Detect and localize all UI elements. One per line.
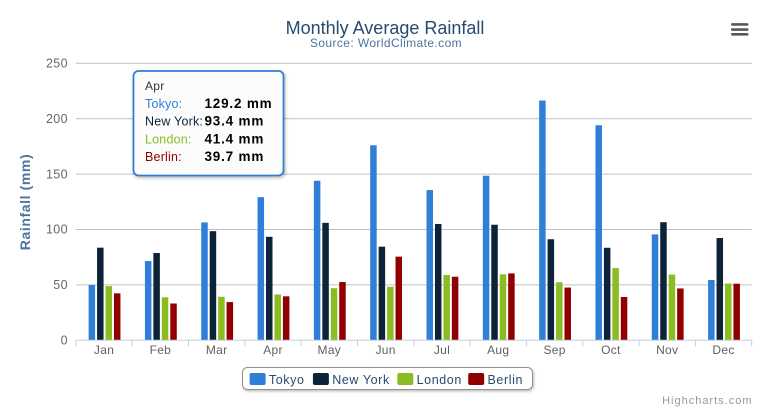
svg-text:41.4 mm: 41.4 mm	[205, 131, 265, 146]
svg-text:Feb: Feb	[150, 343, 172, 357]
svg-text:Jul: Jul	[434, 343, 450, 357]
svg-text:Oct: Oct	[601, 343, 621, 357]
svg-text:Source: WorldClimate.com: Source: WorldClimate.com	[310, 36, 462, 50]
svg-text:Tokyo:: Tokyo:	[145, 97, 182, 111]
svg-text:39.7 mm: 39.7 mm	[205, 149, 265, 164]
svg-text:Berlin: Berlin	[488, 373, 524, 387]
svg-text:200: 200	[46, 112, 68, 126]
svg-text:250: 250	[46, 57, 68, 71]
svg-text:100: 100	[46, 223, 68, 237]
svg-text:50: 50	[53, 278, 68, 292]
svg-text:Highcharts.com: Highcharts.com	[662, 395, 752, 407]
svg-text:Nov: Nov	[656, 343, 678, 357]
svg-text:New York: New York	[332, 373, 390, 387]
svg-text:Rainfall (mm): Rainfall (mm)	[17, 154, 33, 250]
svg-text:Tokyo: Tokyo	[269, 373, 305, 387]
svg-text:Jun: Jun	[376, 343, 396, 357]
svg-text:Apr: Apr	[145, 79, 165, 93]
svg-text:Berlin:: Berlin:	[145, 150, 182, 164]
svg-text:Sep: Sep	[543, 343, 565, 357]
svg-text:0: 0	[61, 334, 68, 348]
svg-text:Monthly Average Rainfall: Monthly Average Rainfall	[286, 18, 485, 38]
svg-text:129.2 mm: 129.2 mm	[205, 96, 273, 111]
svg-text:London:: London:	[145, 132, 192, 146]
svg-text:New York:: New York:	[145, 115, 203, 129]
svg-text:150: 150	[46, 167, 68, 181]
svg-text:Dec: Dec	[712, 343, 734, 357]
svg-text:Jan: Jan	[94, 343, 114, 357]
svg-text:Mar: Mar	[206, 343, 228, 357]
svg-text:93.4 mm: 93.4 mm	[205, 114, 265, 129]
svg-text:London: London	[417, 373, 462, 387]
svg-text:Aug: Aug	[487, 343, 509, 357]
svg-text:Apr: Apr	[263, 343, 283, 357]
svg-text:May: May	[318, 343, 342, 357]
